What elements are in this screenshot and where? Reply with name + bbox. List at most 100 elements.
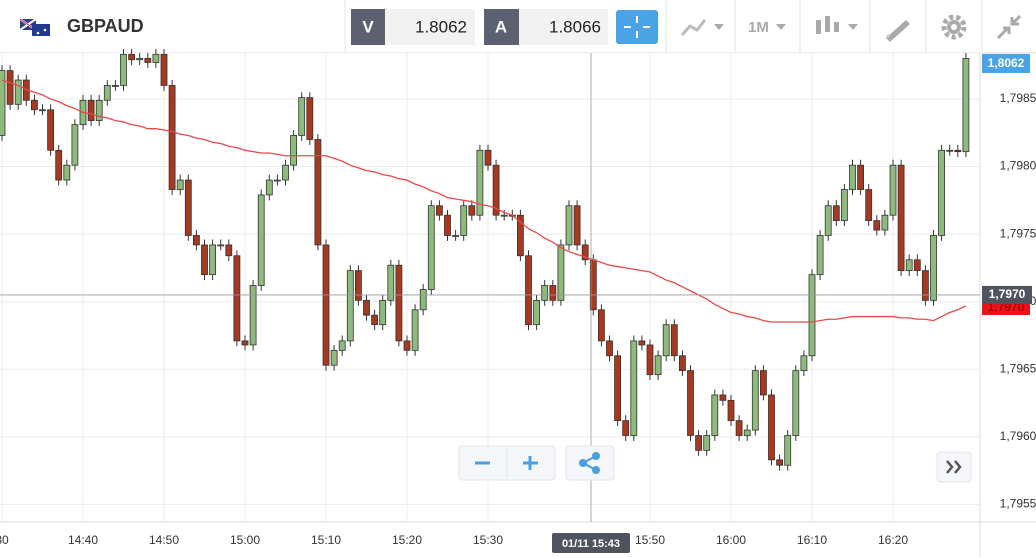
bid-tag[interactable]: V	[362, 17, 374, 36]
collapse-button[interactable]	[996, 14, 1022, 40]
candle-body	[727, 399, 735, 422]
candle-body	[824, 205, 832, 236]
candle-body	[549, 285, 557, 301]
candle-body	[776, 459, 783, 466]
chart-type-button[interactable]	[680, 19, 724, 36]
candle-body	[103, 85, 111, 101]
candle-body	[468, 205, 476, 216]
x-tick-label: 14:40	[68, 533, 98, 547]
bid-box[interactable]	[385, 9, 475, 45]
x-tick-label: 16:20	[878, 533, 908, 547]
candle-body	[346, 270, 354, 342]
plot-bg	[0, 53, 980, 522]
candle-body	[184, 179, 192, 236]
candle-body	[30, 99, 38, 111]
candle-body	[403, 340, 411, 351]
scroll-right-button[interactable]	[936, 451, 972, 483]
candle-body	[849, 164, 856, 190]
x-tick-label: 15:50	[635, 533, 665, 547]
candle-body	[557, 244, 565, 301]
ask-price[interactable]: 1.8066	[549, 17, 601, 36]
bid-tag-bg[interactable]	[351, 9, 385, 45]
candle-body	[233, 255, 241, 342]
candle-body	[517, 214, 524, 257]
candle-body	[630, 340, 638, 436]
y-tick-label: 1,7965	[1000, 361, 1036, 375]
candle-body	[371, 314, 379, 326]
crosshair-x-tag	[552, 533, 630, 553]
candle-body	[873, 220, 881, 231]
candle-body	[841, 189, 848, 221]
crosshair-x-label: 01/11 15:43	[562, 538, 620, 550]
candle-body	[290, 135, 298, 166]
top-price-tag	[982, 54, 1030, 73]
candle-body	[541, 285, 549, 301]
y-tick-label: 1,7955	[1000, 497, 1036, 511]
ask-tag-bg[interactable]	[484, 9, 519, 45]
candle-body	[314, 139, 322, 246]
candle-body	[87, 99, 95, 121]
x-tick-label: 14:50	[149, 533, 179, 547]
candle-body	[298, 97, 306, 136]
candle-body	[460, 205, 468, 236]
candle-body	[743, 429, 751, 436]
crosshair-button[interactable]	[616, 10, 658, 44]
candle-body	[484, 149, 492, 166]
candle-body	[395, 264, 403, 342]
candle-body	[913, 259, 921, 272]
candle-body	[938, 149, 945, 236]
candle-body	[638, 340, 646, 346]
draw-button[interactable]	[886, 20, 910, 42]
zoom-controls	[458, 445, 972, 483]
candle-body	[670, 324, 678, 357]
y-tick-label: 1,7960	[1000, 429, 1036, 443]
candle-body	[606, 340, 613, 357]
candle-body	[201, 244, 208, 276]
candle-body	[176, 179, 184, 190]
candle-body	[679, 355, 686, 372]
candle-body	[857, 164, 864, 190]
candle-body	[735, 420, 743, 436]
crosshair-y-label: 1,7970	[989, 287, 1026, 301]
candle-body	[152, 53, 160, 63]
toolbar: GBPAUD V 1.8062 A 1.8066 1M	[0, 0, 1036, 54]
candle-body	[533, 299, 540, 326]
candle-body	[654, 355, 662, 376]
x-tick-label: 15:30	[473, 533, 503, 547]
candle-body	[265, 179, 273, 196]
candle-body	[525, 255, 532, 326]
candle-body	[768, 394, 775, 461]
y-tick-label: 1,7975	[1000, 226, 1036, 240]
share-button[interactable]	[565, 445, 615, 481]
candle-body	[703, 435, 711, 451]
candle-body	[241, 340, 249, 346]
candle-body	[427, 205, 435, 290]
candle-body	[160, 53, 168, 86]
crosshair-y-tag	[982, 285, 1032, 304]
candle-body	[622, 420, 630, 436]
candle-body	[14, 79, 22, 105]
y-tick-label: 1,7980	[1000, 159, 1036, 173]
bid-price[interactable]: 1.8062	[415, 17, 467, 36]
candle-body	[492, 164, 500, 216]
candle-body	[922, 270, 929, 301]
candle-body	[128, 53, 136, 61]
settings-button[interactable]	[941, 14, 967, 40]
candle-body	[39, 109, 46, 112]
candle-body	[476, 149, 484, 216]
crosshair-icon	[624, 16, 650, 38]
candle-body	[889, 164, 897, 216]
ask-tag[interactable]: A	[495, 17, 507, 36]
candle-body	[120, 53, 127, 86]
candle-body	[905, 259, 913, 272]
zoom-in[interactable]	[523, 456, 538, 470]
candle-body	[112, 85, 119, 87]
ask-box[interactable]	[519, 9, 608, 45]
candle-body	[379, 299, 387, 326]
candle-style-button[interactable]	[816, 16, 858, 34]
candle-body	[192, 235, 200, 246]
interval[interactable]: 1M	[748, 19, 769, 36]
candle-body	[962, 58, 970, 153]
candle-body	[6, 70, 14, 105]
candle-body	[784, 435, 792, 466]
